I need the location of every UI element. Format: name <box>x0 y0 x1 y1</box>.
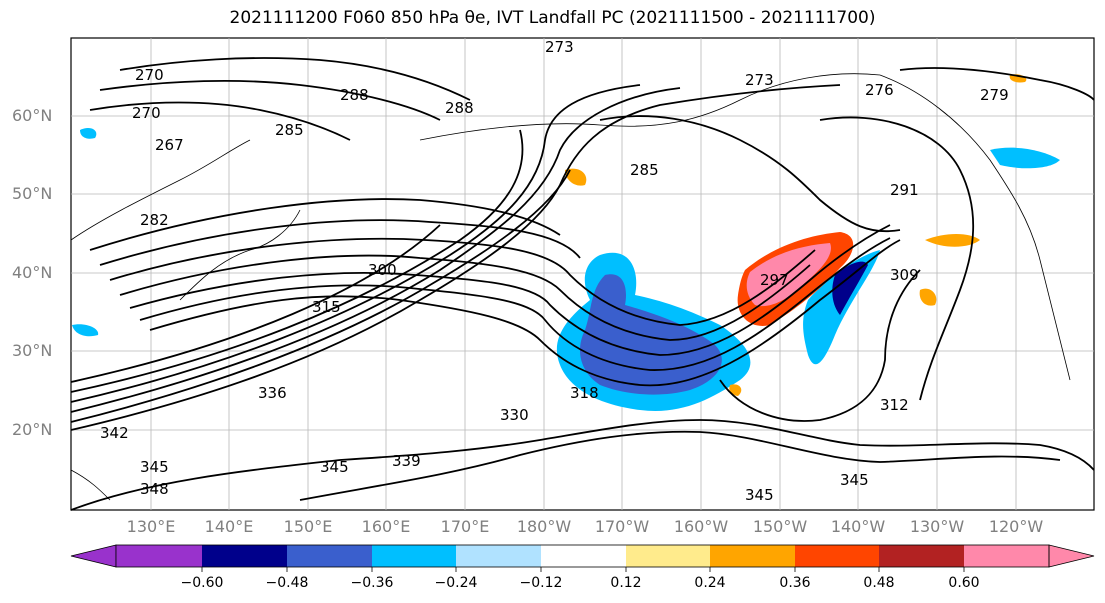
contour-label: 336 <box>258 384 287 402</box>
colorbar-bin <box>710 545 795 567</box>
contour-label: 342 <box>100 424 129 442</box>
contour-label: 309 <box>890 266 919 284</box>
colorbar-tick-label: −0.24 <box>434 575 478 591</box>
lat-label: 40°N <box>12 263 53 282</box>
lat-label: 30°N <box>12 341 53 360</box>
contour-label: 318 <box>570 384 599 402</box>
colorbar-bin <box>202 545 287 567</box>
contour-label: 285 <box>630 161 659 179</box>
lon-label: 120°W <box>988 517 1044 536</box>
contour-label: 330 <box>500 406 529 424</box>
lon-label: 130°E <box>126 517 176 536</box>
colorbar-tick-label: 0.24 <box>694 575 726 591</box>
coastlines <box>70 73 1071 501</box>
colorbar-bin <box>626 545 710 567</box>
contour-label: 315 <box>312 298 341 316</box>
colorbar-bin <box>372 545 456 567</box>
colorbar-tick-label: −0.48 <box>265 575 309 591</box>
lon-label: 160°E <box>361 517 411 536</box>
lon-label: 130°W <box>909 517 965 536</box>
colorbar-bin <box>879 545 964 567</box>
contour-label: 288 <box>340 86 369 104</box>
contour-label: 285 <box>275 121 304 139</box>
lon-label: 170°W <box>594 517 650 536</box>
lat-label: 60°N <box>12 106 53 125</box>
lon-label: 140°W <box>830 517 886 536</box>
colorbar-bin <box>287 545 372 567</box>
contour-label: 267 <box>155 136 184 154</box>
contour-label: 282 <box>140 211 169 229</box>
colorbar-tick-label: 0.60 <box>948 575 980 591</box>
contour-label: 273 <box>745 71 774 89</box>
contour-label: 345 <box>840 471 869 489</box>
colorbar-tick-label: −0.12 <box>519 575 563 591</box>
contour-label: 297 <box>760 271 789 289</box>
lon-label: 150°E <box>283 517 333 536</box>
contour-label: 300 <box>368 261 397 279</box>
contour-label: 270 <box>135 66 164 84</box>
lon-label: 160°W <box>673 517 729 536</box>
colorbar-extend-high <box>1048 544 1095 568</box>
contour-label: 312 <box>880 396 909 414</box>
colorbar-bin <box>116 545 202 567</box>
contour-lines <box>70 57 1095 511</box>
contour-label: 273 <box>545 38 574 56</box>
contour-labels: 270 273 267 270 288 288 285 285 282 300 … <box>100 38 1009 504</box>
map-title: 2021111200 F060 850 hPa θe, IVT Landfall… <box>229 8 876 28</box>
colorbar-bin <box>541 545 626 567</box>
map-frame <box>70 37 1095 511</box>
contour-label: 345 <box>320 458 349 476</box>
contour-label: 288 <box>445 99 474 117</box>
lon-label: 150°W <box>752 517 808 536</box>
colorbar-bin <box>456 545 541 567</box>
colorbar-tick-label: −0.60 <box>180 575 224 591</box>
shading-negative <box>72 127 1060 411</box>
colorbar-tick-label: −0.36 <box>350 575 394 591</box>
contour-label: 270 <box>132 104 161 122</box>
contour-label: 339 <box>392 452 421 470</box>
colorbar-tick-label: 0.48 <box>863 575 895 591</box>
lat-label: 50°N <box>12 184 53 203</box>
colorbar <box>70 544 1095 572</box>
contour-label: 345 <box>745 486 774 504</box>
lon-label: 170°E <box>440 517 490 536</box>
lon-label: 180°W <box>516 517 572 536</box>
contour-label: 348 <box>140 480 169 498</box>
lat-label: 20°N <box>12 420 53 439</box>
shading-positive <box>565 74 1027 396</box>
lon-label: 140°E <box>204 517 254 536</box>
colorbar-bin <box>964 545 1049 567</box>
colorbar-tick-label: 0.12 <box>610 575 642 591</box>
contour-label: 345 <box>140 458 169 476</box>
colorbar-extend-low <box>70 544 117 568</box>
contour-label: 291 <box>890 181 919 199</box>
colorbar-outline <box>115 544 1050 568</box>
contour-label: 276 <box>865 81 894 99</box>
colorbar-bin <box>795 545 879 567</box>
colorbar-tick-label: 0.36 <box>779 575 811 591</box>
contour-label: 279 <box>980 86 1009 104</box>
